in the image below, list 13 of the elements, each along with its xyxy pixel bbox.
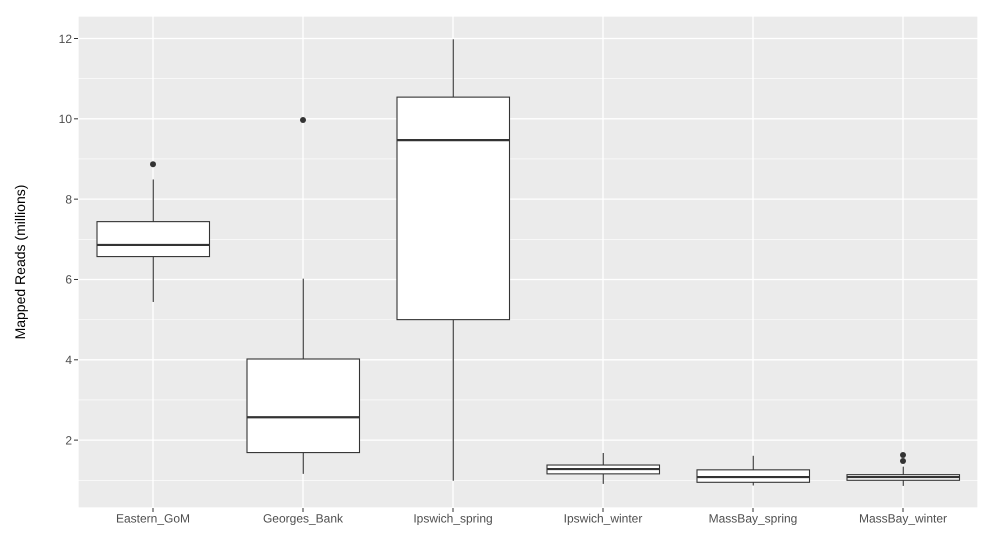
y-tick-label: 4: [65, 353, 72, 368]
x-tick-label: Eastern_GoM: [116, 512, 190, 526]
y-tick-label: 6: [65, 272, 72, 287]
y-tick-label: 12: [58, 32, 72, 46]
y-tick-label: 2: [65, 433, 72, 448]
x-tick-label: MassBay_spring: [708, 512, 798, 526]
x-tick-label: Georges_Bank: [262, 512, 344, 526]
y-tick-label: 10: [58, 112, 72, 126]
x-tick-label: Ipswich_spring: [413, 512, 493, 526]
x-tick-label: MassBay_winter: [858, 512, 948, 526]
y-axis-title: Mapped Reads (millions): [12, 184, 28, 340]
y-tick-label: 8: [65, 192, 72, 206]
x-tick-label: Ipswich_winter: [564, 512, 642, 526]
